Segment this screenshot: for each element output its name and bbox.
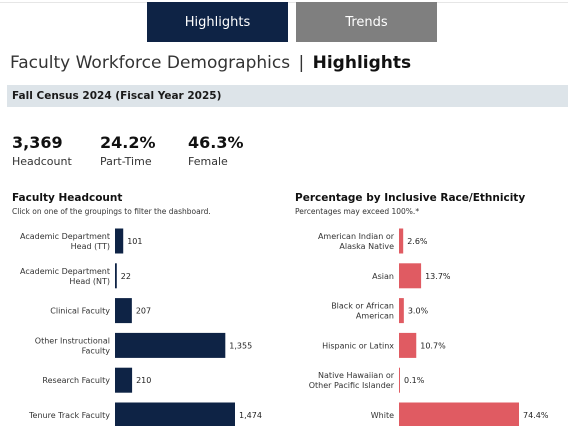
- kpi-headcount-label: Headcount: [12, 155, 72, 168]
- kpi-female-value: 46.3%: [188, 133, 244, 152]
- headcount-category-label-2[interactable]: Clinical Faculty: [50, 307, 110, 316]
- headcount-bar-1[interactable]: [115, 263, 117, 289]
- race-value-label-5: 74.4%: [523, 411, 549, 420]
- kpi-female: 46.3% Female: [188, 133, 244, 169]
- page-title: Faculty Workforce Demographics | Highlig…: [10, 53, 411, 73]
- kpi-headcount-value: 3,369: [12, 133, 63, 152]
- race-bar-3: [399, 332, 417, 358]
- race-chart-title: Percentage by Inclusive Race/Ethnicity: [295, 192, 526, 204]
- race-category-label-0: American Indian or Alaska Native: [318, 232, 395, 251]
- race-category-label-5: White: [371, 411, 394, 420]
- census-banner: Fall Census 2024 (Fiscal Year 2025): [7, 85, 568, 107]
- headcount-bar-4[interactable]: [115, 367, 133, 393]
- race-category-label-2: Black or African American: [331, 302, 394, 321]
- headcount-bar-chart: 101 Academic Department Head (TT) 22 Academi…: [20, 228, 262, 426]
- headcount-value-label-3: 1,355: [229, 341, 252, 350]
- tab-highlights-label: Highlights: [184, 14, 251, 30]
- race-bar-0: [399, 228, 404, 254]
- race-bar-2: [399, 298, 404, 324]
- headcount-category-label-1[interactable]: Academic Department Head (NT): [20, 267, 110, 286]
- headcount-chart-title: Faculty Headcount: [12, 192, 123, 204]
- headcount-value-label-4: 210: [136, 376, 151, 385]
- race-chart-subtitle: Percentages may exceed 100%.*: [295, 207, 420, 216]
- race-value-label-4: 0.1%: [404, 376, 425, 385]
- headcount-category-label-4[interactable]: Research Faculty: [42, 376, 110, 385]
- headcount-value-label-1: 22: [121, 272, 131, 281]
- headcount-category-label-5[interactable]: Tenure Track Faculty: [28, 411, 110, 420]
- race-ethnicity-bar-chart: 2.6% American Indian or Alaska Native 13.7%…: [309, 228, 549, 426]
- headcount-value-label-2: 207: [136, 307, 151, 316]
- page-title-highlight: Highlights: [312, 53, 412, 73]
- headcount-bar-5[interactable]: [115, 402, 235, 426]
- census-label: Fall Census 2024 (Fiscal Year 2025): [12, 90, 222, 102]
- race-bar-1: [399, 263, 422, 289]
- page-title-separator: |: [298, 53, 305, 73]
- race-category-label-3: Hispanic or Latinx: [322, 341, 394, 350]
- kpi-part-time: 24.2% Part-Time: [100, 133, 156, 169]
- page-title-main: Faculty Workforce Demographics: [10, 53, 291, 73]
- kpi-part-time-label: Part-Time: [100, 155, 152, 168]
- headcount-value-label-0: 101: [127, 237, 142, 246]
- race-category-label-4: Native Hawaiian or Other Pacific Islander: [309, 371, 395, 390]
- race-value-label-3: 10.7%: [420, 341, 446, 350]
- race-bar-4: [399, 367, 400, 393]
- tab-trends[interactable]: Trends: [296, 2, 437, 42]
- kpi-headcount: 3,369 Headcount: [12, 133, 72, 169]
- race-bar-5: [399, 402, 519, 426]
- race-category-label-1: Asian: [372, 272, 394, 281]
- headcount-bar-3[interactable]: [115, 332, 226, 358]
- tab-trends-label: Trends: [345, 14, 388, 30]
- kpi-part-time-value: 24.2%: [100, 133, 156, 152]
- headcount-category-label-3[interactable]: Other Instructional Faculty: [35, 336, 110, 355]
- headcount-bar-2[interactable]: [115, 298, 132, 324]
- race-value-label-2: 3.0%: [408, 307, 429, 316]
- tab-highlights[interactable]: Highlights: [147, 2, 288, 42]
- headcount-chart-subtitle: Click on one of the groupings to filter …: [12, 207, 211, 216]
- kpi-female-label: Female: [188, 155, 228, 168]
- headcount-value-label-5: 1,474: [239, 411, 262, 420]
- race-value-label-0: 2.6%: [407, 237, 428, 246]
- headcount-bar-0[interactable]: [115, 228, 124, 254]
- headcount-category-label-0[interactable]: Academic Department Head (TT): [20, 232, 110, 251]
- race-value-label-1: 13.7%: [425, 272, 451, 281]
